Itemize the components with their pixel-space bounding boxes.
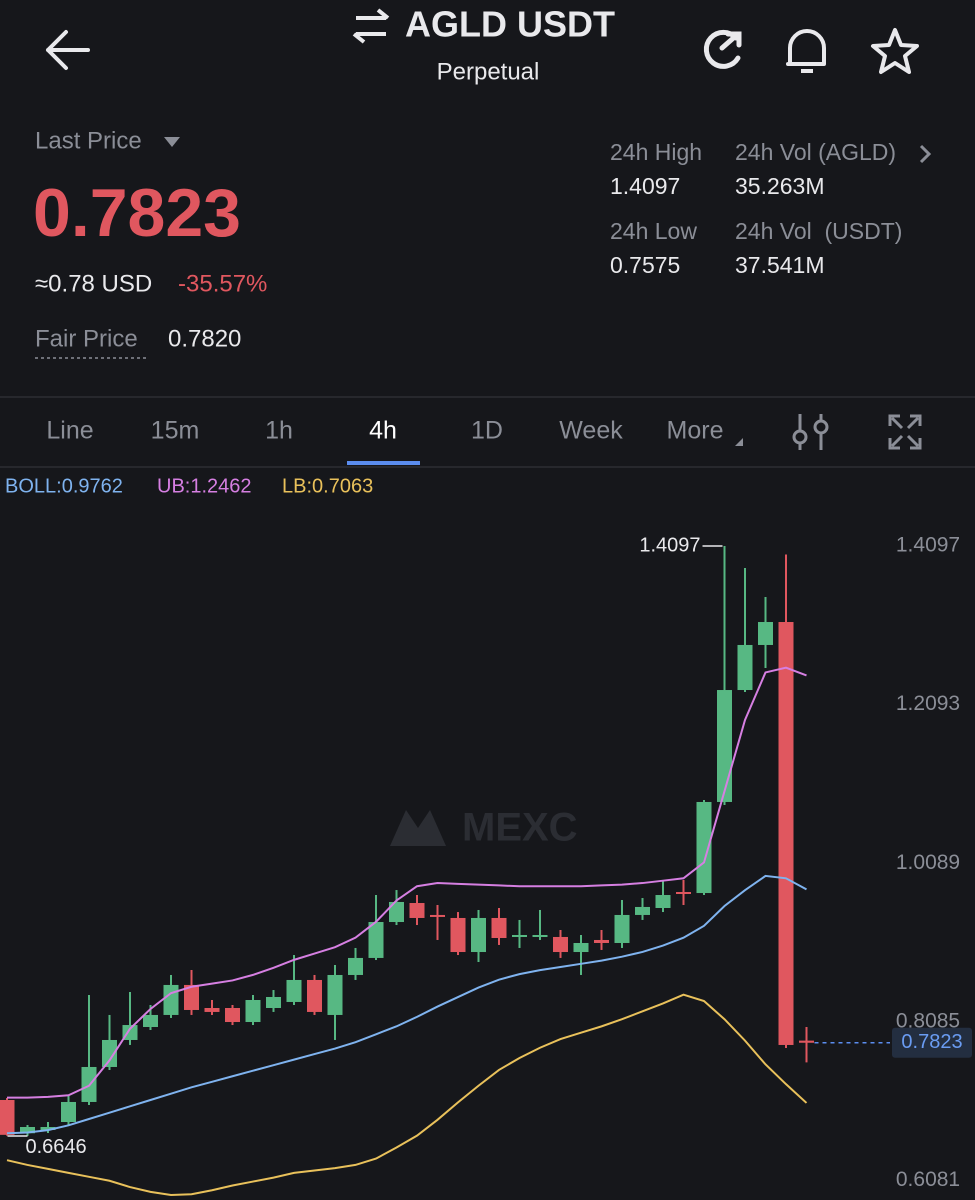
candle-body — [389, 901, 404, 923]
last-price-label: 0.7823 — [901, 1031, 962, 1053]
candle-body — [676, 892, 691, 895]
page-title: AGLD USDT — [405, 4, 615, 45]
usd-price: ≈0.78 USD — [35, 270, 152, 297]
candle-body — [40, 1126, 56, 1131]
candle-body — [286, 979, 302, 1002]
candle-body — [143, 1014, 158, 1027]
tab[interactable]: 15m — [151, 417, 200, 445]
subtitle: Perpetual — [437, 58, 540, 85]
boll-line — [6, 874, 807, 1135]
candle-body — [245, 1000, 261, 1023]
candle-body — [225, 1007, 240, 1023]
candle-body — [102, 1039, 117, 1067]
candle-body — [327, 974, 343, 1015]
indicator-settings-icon[interactable] — [792, 414, 829, 450]
stat-label: 24h Vol (USDT) — [735, 218, 902, 244]
candle-body — [614, 914, 630, 943]
stat-value: 0.7575 — [610, 252, 680, 278]
candle-body — [696, 801, 712, 894]
y-tick-label: 0.6081 — [896, 1168, 960, 1191]
fair-price-label[interactable]: Fair Price — [35, 325, 138, 352]
tab[interactable]: More — [667, 417, 724, 445]
tab[interactable]: Week — [559, 417, 623, 445]
boll-line — [7, 666, 807, 1099]
boll-line — [6, 993, 808, 1197]
candle-body — [573, 942, 589, 953]
tab[interactable]: 1h — [265, 417, 293, 445]
watermark-text: MEXC — [462, 806, 578, 850]
y-tick-label: 0.8085 — [896, 1010, 960, 1033]
candle-body — [0, 1100, 15, 1135]
candle-body — [20, 1126, 35, 1134]
candle-body — [368, 922, 384, 958]
candle-body — [717, 690, 732, 802]
candle-body — [532, 934, 548, 937]
candle-body — [61, 1101, 76, 1123]
tab[interactable]: Line — [46, 417, 93, 445]
candle-body — [553, 936, 568, 953]
candle-body — [635, 906, 650, 915]
legend-entry: LB:0.7063 — [282, 475, 373, 497]
stat-value: 1.4097 — [610, 173, 680, 199]
alert-icon[interactable] — [786, 29, 826, 73]
candle-body — [184, 984, 199, 1010]
watermark — [390, 810, 446, 846]
refresh-icon[interactable] — [703, 29, 742, 69]
dropdown-caret — [164, 137, 180, 147]
candle-body — [778, 622, 794, 1045]
candle-body — [307, 979, 322, 1012]
y-tick-label: 1.4097 — [896, 534, 960, 557]
last-price-tag — [892, 1027, 972, 1058]
price-change: -35.57% — [178, 270, 267, 297]
candle-body — [491, 917, 507, 939]
high-marker-label: 1.4097 — [639, 534, 700, 556]
candle-body — [163, 984, 179, 1015]
candle-body — [450, 917, 466, 953]
stat-value: 35.263M — [735, 173, 825, 199]
candle-body — [655, 895, 671, 908]
stat-label: 24h Low — [610, 218, 697, 244]
candle-body — [409, 903, 425, 918]
candle-body — [430, 914, 445, 917]
candle-body — [348, 957, 363, 975]
stat-label[interactable]: 24h Vol (AGLD) — [735, 139, 896, 165]
tab-bar: Line 15m 1h 4h 1D Week More — [46, 417, 743, 465]
plot-area: BOLL:0.9762 UB:1.2462 LB:0.7063 1.4097 1.209… — [0, 475, 972, 1197]
candle-body — [594, 939, 609, 943]
y-tick-label: 1.0089 — [896, 851, 960, 874]
fullscreen-icon[interactable] — [888, 414, 922, 450]
legend-entry: BOLL:0.9762 — [5, 475, 123, 497]
candle-body — [204, 1007, 220, 1012]
favorite-icon[interactable] — [871, 28, 919, 74]
chevron[interactable] — [919, 144, 932, 164]
back-button[interactable] — [46, 30, 90, 70]
stat-value: 37.541M — [735, 252, 825, 278]
dropdown-caret — [735, 438, 743, 446]
candle-body — [737, 644, 753, 691]
candle-body — [512, 934, 527, 937]
last-price-label[interactable]: Last Price — [35, 127, 142, 154]
low-marker-label: 0.6646 — [26, 1136, 87, 1158]
tab[interactable]: 4h — [369, 417, 397, 445]
fair-price: 0.7820 — [168, 325, 241, 352]
candle-body — [799, 1040, 814, 1043]
swap-icon[interactable] — [352, 8, 390, 44]
legend-entry: UB:1.2462 — [157, 475, 252, 497]
stat-label: 24h High — [610, 139, 702, 165]
last-price: 0.7823 — [33, 175, 241, 251]
tab[interactable]: 1D — [471, 417, 503, 445]
candle-body — [471, 917, 486, 953]
y-tick-label: 1.2093 — [896, 692, 960, 715]
candle-body — [266, 996, 281, 1008]
active-tab-indicator — [347, 461, 420, 465]
candle-body — [758, 622, 773, 645]
